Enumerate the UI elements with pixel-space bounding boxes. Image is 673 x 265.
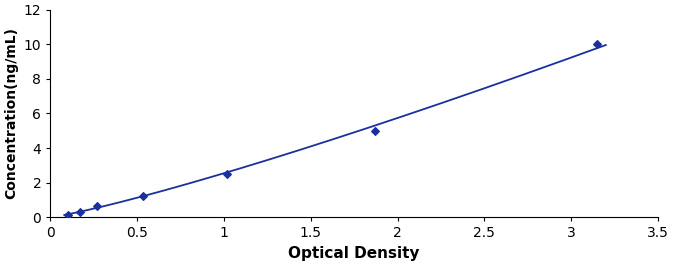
Y-axis label: Concentration(ng/mL): Concentration(ng/mL) <box>4 28 18 200</box>
X-axis label: Optical Density: Optical Density <box>289 246 420 261</box>
